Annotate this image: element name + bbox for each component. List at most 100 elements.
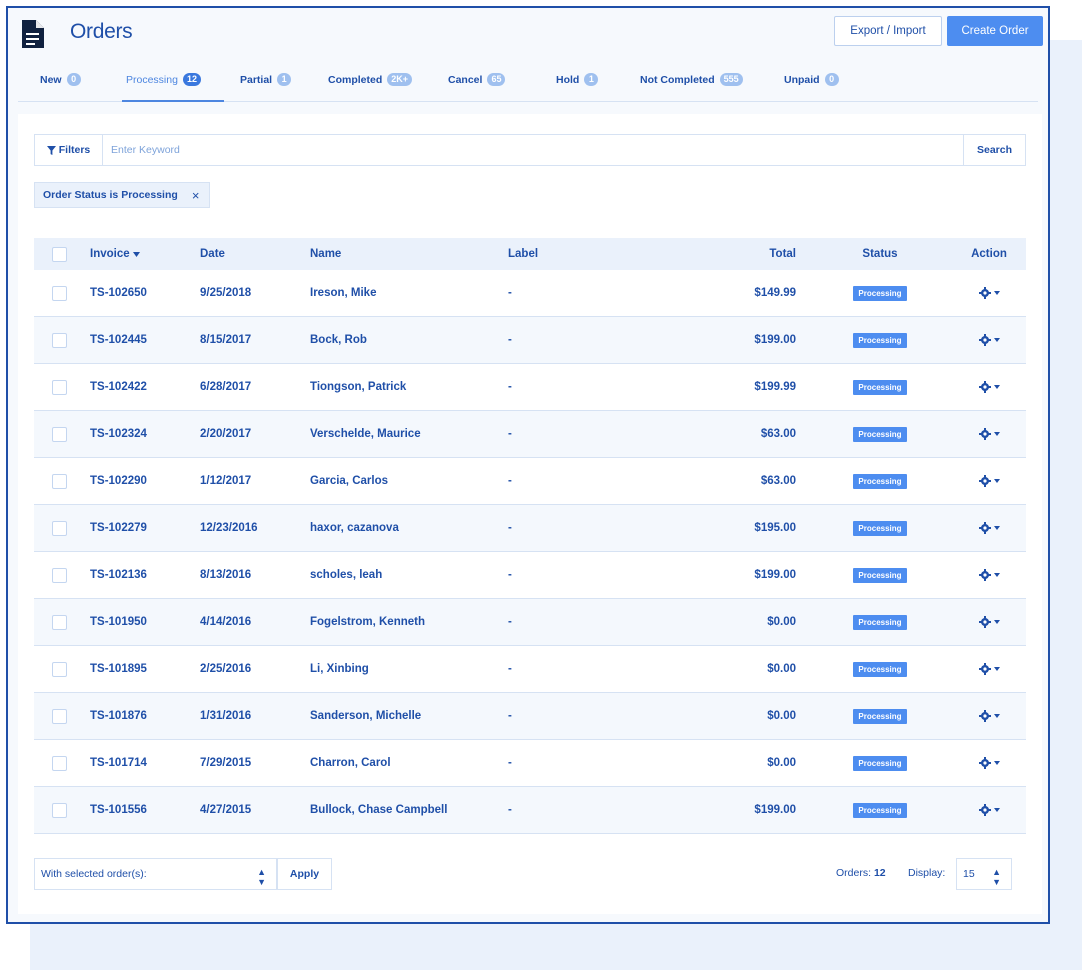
row-checkbox[interactable] (52, 614, 67, 630)
invoice-link[interactable]: TS-102445 (90, 334, 147, 346)
order-total: $63.00 (760, 475, 796, 487)
row-checkbox[interactable] (52, 520, 67, 536)
gear-icon (978, 710, 991, 722)
row-checkbox[interactable] (52, 755, 67, 771)
tab-partial[interactable]: Partial 1 (240, 73, 292, 102)
table-row[interactable]: TS-101556 4/27/2015 Bullock, Chase Campbel… (34, 787, 1026, 834)
invoice-header[interactable]: Invoice (90, 238, 140, 270)
customer-name[interactable]: haxor, cazanova (310, 522, 399, 534)
invoice-link[interactable]: TS-101714 (90, 757, 147, 769)
row-action-menu[interactable] (978, 381, 1000, 393)
customer-name[interactable]: Bock, Rob (310, 334, 367, 346)
row-checkbox[interactable] (52, 567, 67, 583)
invoice-link[interactable]: TS-102290 (90, 475, 147, 487)
order-total: $0.00 (767, 663, 796, 675)
status-badge: Processing (853, 614, 907, 630)
tab-processing[interactable]: Processing 12 (122, 73, 224, 102)
search-button[interactable]: Search (963, 135, 1025, 165)
tab-hold[interactable]: Hold 1 (556, 73, 599, 102)
status-badge: Processing (853, 426, 907, 442)
invoice-link[interactable]: TS-101950 (90, 616, 147, 628)
row-select-cell (52, 740, 67, 786)
tab-cancel[interactable]: Cancel 65 (448, 73, 506, 102)
row-action-menu[interactable] (978, 428, 1000, 440)
row-checkbox[interactable] (52, 285, 67, 301)
gear-icon (978, 475, 991, 487)
order-date: 1/31/2016 (200, 710, 252, 722)
row-checkbox[interactable] (52, 661, 67, 677)
row-action-menu[interactable] (978, 522, 1000, 534)
customer-name[interactable]: Fogelstrom, Kenneth (310, 616, 426, 628)
select-all-checkbox[interactable] (52, 246, 67, 262)
invoice-link[interactable]: TS-102422 (90, 381, 147, 393)
status-badge: Processing (853, 520, 907, 536)
tab-label: Not Completed (640, 74, 715, 86)
invoice-link[interactable]: TS-101556 (90, 804, 147, 816)
filter-icon (46, 145, 56, 155)
row-select-cell (52, 411, 67, 457)
row-checkbox[interactable] (52, 379, 67, 395)
table-row[interactable]: TS-102422 6/28/2017 Tiongson, Patrick - $199… (34, 364, 1026, 411)
invoice-link[interactable]: TS-102279 (90, 522, 147, 534)
table-row[interactable]: TS-101895 2/25/2016 Li, Xinbing - $0.00 Proce… (34, 646, 1026, 693)
customer-name[interactable]: scholes, leah (310, 569, 383, 581)
customer-name[interactable]: Ireson, Mike (310, 287, 377, 299)
table-row[interactable]: TS-101876 1/31/2016 Sanderson, Michelle - $0… (34, 693, 1026, 740)
row-action-menu[interactable] (978, 475, 1000, 487)
customer-name[interactable]: Verschelde, Maurice (310, 428, 421, 440)
order-label: - (508, 334, 512, 346)
table-row[interactable]: TS-102136 8/13/2016 scholes, leah - $199.00 P… (34, 552, 1026, 599)
table-row[interactable]: TS-102445 8/15/2017 Bock, Rob - $199.00 Proce… (34, 317, 1026, 364)
tab-unpaid[interactable]: Unpaid 0 (784, 73, 839, 102)
row-checkbox[interactable] (52, 473, 67, 489)
bulk-action-select[interactable]: With selected order(s): ▲ ▼ (34, 858, 277, 890)
table-row[interactable]: TS-102279 12/23/2016 haxor, cazanova - $195.… (34, 505, 1026, 552)
table-row[interactable]: TS-102324 2/20/2017 Verschelde, Maurice - $6… (34, 411, 1026, 458)
export-import-button[interactable]: Export / Import (834, 16, 942, 46)
row-checkbox[interactable] (52, 426, 67, 442)
invoice-link[interactable]: TS-102650 (90, 287, 147, 299)
row-action-menu[interactable] (978, 616, 1000, 628)
tab-not-completed[interactable]: Not Completed 555 (640, 73, 743, 102)
customer-name[interactable]: Bullock, Chase Campbell (310, 804, 448, 816)
table-row[interactable]: TS-102650 9/25/2018 Ireson, Mike - $149.99 Pr… (34, 270, 1026, 317)
row-action-menu[interactable] (978, 569, 1000, 581)
table-row[interactable]: TS-101950 4/14/2016 Fogelstrom, Kenneth - $0… (34, 599, 1026, 646)
row-action-menu[interactable] (978, 287, 1000, 299)
select-all-cell (52, 238, 67, 270)
row-checkbox[interactable] (52, 332, 67, 348)
action-cell (954, 505, 1024, 551)
row-checkbox[interactable] (52, 802, 67, 818)
row-action-menu[interactable] (978, 757, 1000, 769)
table-footer: With selected order(s): ▲ ▼ Apply Orders:… (34, 858, 1026, 892)
caret-down-icon (993, 761, 1000, 765)
filters-button[interactable]: Filters (35, 135, 103, 165)
remove-filter-icon[interactable]: × (191, 187, 200, 203)
customer-name[interactable]: Li, Xinbing (310, 663, 369, 675)
invoice-link[interactable]: TS-102324 (90, 428, 147, 440)
customer-name[interactable]: Tiongson, Patrick (310, 381, 407, 393)
gear-icon (978, 522, 991, 534)
table-row[interactable]: TS-101714 7/29/2015 Charron, Carol - $0.00 Pr… (34, 740, 1026, 787)
customer-name[interactable]: Charron, Carol (310, 757, 391, 769)
row-action-menu[interactable] (978, 804, 1000, 816)
status-cell: Processing (844, 552, 916, 598)
row-action-menu[interactable] (978, 663, 1000, 675)
invoice-link[interactable]: TS-101895 (90, 663, 147, 675)
tab-count-badge: 1 (584, 73, 599, 86)
table-row[interactable]: TS-102290 1/12/2017 Garcia, Carlos - $63.00 P… (34, 458, 1026, 505)
create-order-button[interactable]: Create Order (947, 16, 1043, 46)
tab-new[interactable]: New 0 (40, 73, 81, 102)
apply-button[interactable]: Apply (277, 858, 332, 890)
page-size-select[interactable]: 15 ▲ ▼ (956, 858, 1012, 890)
filters-label: Filters (58, 144, 91, 156)
row-action-menu[interactable] (978, 710, 1000, 722)
customer-name[interactable]: Sanderson, Michelle (310, 710, 422, 722)
row-action-menu[interactable] (978, 334, 1000, 346)
tab-completed[interactable]: Completed 2K+ (328, 73, 413, 102)
invoice-link[interactable]: TS-102136 (90, 569, 147, 581)
row-checkbox[interactable] (52, 708, 67, 724)
customer-name[interactable]: Garcia, Carlos (310, 475, 388, 487)
keyword-search-input[interactable] (105, 135, 960, 165)
invoice-link[interactable]: TS-101876 (90, 710, 147, 722)
